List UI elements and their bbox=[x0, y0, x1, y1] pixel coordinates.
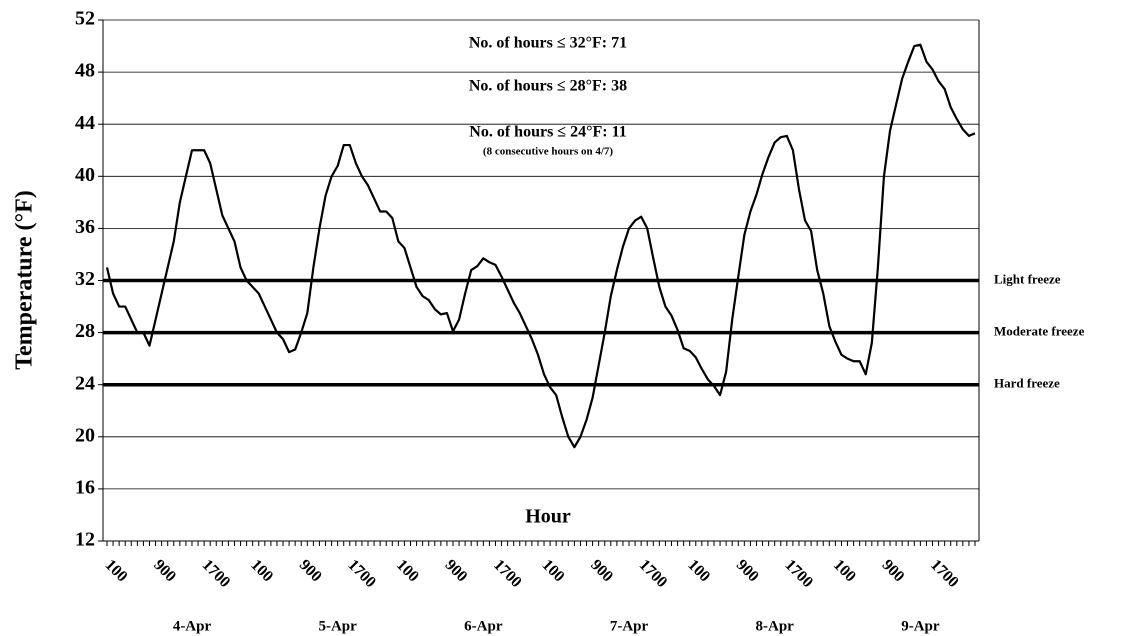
annotation: No. of hours ≤ 24°F: 11 bbox=[469, 124, 626, 141]
group-label: 4-Apr bbox=[173, 618, 212, 634]
reference-label: Light freeze bbox=[994, 271, 1061, 286]
x-tick-label: 900 bbox=[733, 556, 762, 585]
x-tick-label: 1700 bbox=[199, 556, 234, 591]
x-tick-label: 900 bbox=[587, 556, 616, 585]
x-tick-label: 1700 bbox=[927, 556, 962, 591]
y-tick-label: 20 bbox=[75, 424, 95, 446]
group-label: 7-Apr bbox=[610, 618, 649, 634]
y-tick-label: 36 bbox=[75, 216, 95, 238]
y-tick-label: 12 bbox=[75, 529, 95, 551]
x-tick-label: 900 bbox=[879, 556, 908, 585]
group-label: 9-Apr bbox=[901, 618, 940, 634]
x-tick-label: 900 bbox=[441, 556, 470, 585]
x-tick-label: 100 bbox=[539, 556, 568, 585]
y-tick-label: 24 bbox=[75, 372, 95, 394]
reference-label: Moderate freeze bbox=[994, 324, 1085, 339]
x-tick-label: 100 bbox=[684, 556, 713, 585]
x-tick-label: 1700 bbox=[636, 556, 671, 591]
x-tick-label: 100 bbox=[102, 556, 131, 585]
y-tick-label: 28 bbox=[75, 320, 95, 342]
x-tick-label: 100 bbox=[247, 556, 276, 585]
group-label: 6-Apr bbox=[464, 618, 503, 634]
x-tick-label: 100 bbox=[830, 556, 859, 585]
y-tick-label: 52 bbox=[75, 8, 95, 30]
y-tick-label: 44 bbox=[75, 112, 95, 134]
y-tick-label: 40 bbox=[75, 164, 95, 186]
x-tick-label: 1700 bbox=[781, 556, 816, 591]
y-tick-label: 16 bbox=[75, 476, 95, 498]
annotation: No. of hours ≤ 32°F: 71 bbox=[469, 35, 627, 52]
reference-label: Hard freeze bbox=[994, 376, 1060, 391]
line-series bbox=[105, 43, 976, 449]
annotation: (8 consecutive hours on 4/7) bbox=[483, 146, 614, 158]
x-tick-label: 900 bbox=[150, 556, 179, 585]
y-tick-label: 32 bbox=[75, 268, 95, 290]
group-label: 5-Apr bbox=[318, 618, 357, 634]
x-tick-label: 1700 bbox=[490, 556, 525, 591]
annotation: No. of hours ≤ 28°F: 38 bbox=[469, 78, 627, 95]
x-tick-label: 1700 bbox=[344, 556, 379, 591]
y-tick-label: 48 bbox=[75, 60, 95, 82]
x-tick-label: 100 bbox=[393, 556, 422, 585]
group-label: 8-Apr bbox=[756, 618, 795, 634]
x-axis-label: Hour bbox=[525, 506, 571, 528]
y-axis-label: Temperature (°F) bbox=[12, 190, 38, 370]
x-tick-label: 900 bbox=[296, 556, 325, 585]
